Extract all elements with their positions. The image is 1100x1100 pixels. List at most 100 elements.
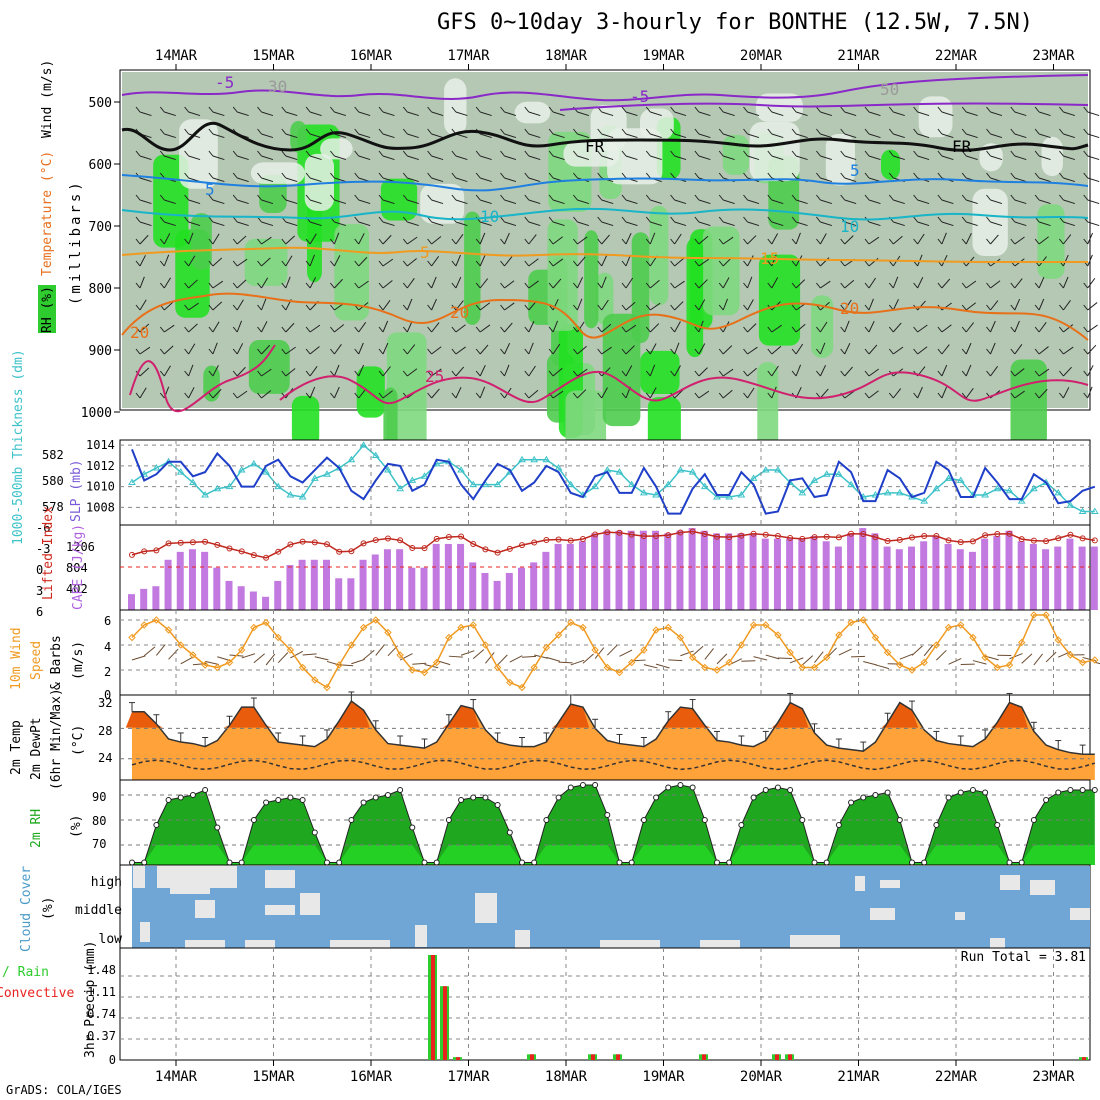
thick-mark (688, 468, 697, 475)
wind-mark (579, 623, 587, 632)
wind-mark (164, 626, 173, 634)
precip-bar-conv (431, 955, 435, 1060)
pressure-tick-900: 900 (89, 344, 112, 359)
li-mark (226, 545, 233, 552)
rh-mark (787, 787, 794, 793)
rh-mark (1043, 797, 1050, 803)
date-label-top-16MAR: 16MAR (350, 48, 393, 64)
sfc-barb (704, 648, 714, 660)
li-mark (409, 545, 416, 552)
sfc-barb (814, 651, 824, 663)
contour-label-4: 10 (480, 207, 499, 226)
sfc-barb (1021, 653, 1033, 664)
cape-bar (1090, 546, 1098, 610)
thick-mark (810, 476, 819, 483)
li-mark (287, 541, 294, 548)
date-label-top-21MAR: 21MAR (837, 48, 880, 64)
li-mark (531, 539, 538, 546)
li-mark (945, 537, 952, 544)
wind-mark (567, 618, 575, 627)
wind-mark (859, 616, 867, 624)
thick-mark (700, 482, 709, 490)
li-mark (933, 533, 940, 540)
wind-mark (128, 633, 136, 642)
slp-tick: 1010 (86, 480, 115, 494)
cape-bar (457, 543, 465, 610)
cape-bar (274, 580, 282, 610)
thick-mark (542, 455, 551, 463)
cape-bar (188, 549, 196, 610)
wind-mark (384, 628, 392, 637)
wind-mark (311, 676, 319, 684)
rh-mark (445, 817, 452, 823)
li-mark (433, 535, 440, 542)
thick-mark (371, 451, 380, 459)
wind-mark (177, 641, 185, 649)
cloud-block (1030, 880, 1055, 895)
rh-mark (226, 859, 233, 866)
rh-mark (1079, 787, 1086, 793)
cape-bar (323, 559, 330, 610)
sfc-barb (485, 652, 495, 664)
wind-mark (213, 663, 222, 672)
thick-mark (189, 478, 197, 485)
li-mark (714, 533, 720, 540)
rh-mark (969, 787, 976, 793)
rh-mark (287, 794, 294, 801)
wind-speed-line (131, 614, 1095, 689)
ylabel-thickness: 1000-500mb Thickness (dm) (11, 349, 26, 545)
cape-bar (481, 572, 489, 610)
thick-mark (725, 493, 734, 500)
ylabels: RH (%) Temperature (°C) Wind (m/s) (mill… (0, 60, 98, 1058)
wind-mark (1091, 656, 1099, 664)
rh-mark (433, 859, 440, 866)
thick-mark (944, 474, 953, 481)
precip-bar-conv (1082, 1057, 1086, 1060)
cape-bar (664, 533, 672, 610)
date-label-bottom-19MAR: 19MAR (642, 1069, 685, 1085)
date-label-bottom-15MAR: 15MAR (252, 1069, 295, 1085)
temp-panel: 32 28 24 (98, 691, 1096, 781)
thick-mark (981, 490, 990, 498)
temp-max-shade (223, 707, 273, 728)
cloud-block (140, 922, 150, 942)
pressure-axis: 500 600 700 800 900 1000 (81, 96, 120, 421)
sfc-barb (594, 647, 605, 659)
rh-mark (933, 822, 940, 828)
pressure-tick-800: 800 (89, 282, 112, 297)
li-mark (969, 538, 976, 545)
sfc-barb (948, 657, 962, 665)
cape-bar (798, 538, 806, 610)
cloud-block (195, 900, 215, 918)
cloud-block (790, 935, 840, 948)
rh-mark (397, 787, 404, 793)
wind-mark (201, 661, 209, 669)
li-mark (555, 536, 562, 543)
thick-mark (420, 472, 429, 479)
date-label-bottom-23MAR: 23MAR (1032, 1069, 1075, 1085)
temp-max-shade (662, 707, 711, 728)
run-total: Run Total = 3.81 (960, 950, 1086, 965)
date-label-bottom-17MAR: 17MAR (447, 1069, 490, 1085)
li-mark (811, 534, 818, 541)
wind-mark (774, 631, 782, 639)
cape-bar (1054, 546, 1062, 610)
sfc-barb (180, 656, 194, 665)
contour-label-11: 25 (425, 367, 444, 386)
wind-mark (993, 663, 1002, 672)
cape-bar (773, 538, 781, 610)
ylabel-wind1: 10m Wind (9, 627, 24, 690)
rh-mark (982, 789, 989, 796)
li-mark (482, 546, 489, 553)
wind-mark (518, 683, 526, 692)
cape-bar (249, 591, 257, 610)
slp-panel: 1014 1012 1010 1008 582 580 578 (42, 438, 1099, 526)
wind-mark (725, 658, 733, 667)
li-tick: 6 (36, 605, 43, 619)
precip-tick: 1.11 (87, 985, 116, 999)
rh-mark (714, 859, 720, 866)
rh-mark (604, 812, 611, 818)
rh-mark (189, 792, 196, 798)
rh-mark (1006, 859, 1013, 866)
